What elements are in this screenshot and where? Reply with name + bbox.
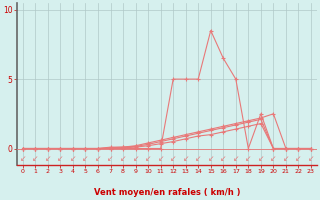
Text: ↙: ↙ bbox=[283, 154, 289, 163]
Text: ↙: ↙ bbox=[220, 154, 227, 163]
Text: ↙: ↙ bbox=[82, 154, 89, 163]
Text: ↙: ↙ bbox=[57, 154, 64, 163]
Text: ↙: ↙ bbox=[208, 154, 214, 163]
Text: ↙: ↙ bbox=[32, 154, 38, 163]
Text: ↙: ↙ bbox=[270, 154, 276, 163]
Text: ↙: ↙ bbox=[145, 154, 151, 163]
Text: ↙: ↙ bbox=[107, 154, 114, 163]
Text: ↙: ↙ bbox=[70, 154, 76, 163]
Text: ↙: ↙ bbox=[157, 154, 164, 163]
X-axis label: Vent moyen/en rafales ( km/h ): Vent moyen/en rafales ( km/h ) bbox=[94, 188, 240, 197]
Text: ↙: ↙ bbox=[132, 154, 139, 163]
Text: ↙: ↙ bbox=[45, 154, 51, 163]
Text: ↙: ↙ bbox=[195, 154, 201, 163]
Text: ↙: ↙ bbox=[182, 154, 189, 163]
Text: ↙: ↙ bbox=[95, 154, 101, 163]
Text: ↙: ↙ bbox=[258, 154, 264, 163]
Text: ↙: ↙ bbox=[120, 154, 126, 163]
Text: ↙: ↙ bbox=[308, 154, 314, 163]
Text: ↙: ↙ bbox=[233, 154, 239, 163]
Text: ↙: ↙ bbox=[170, 154, 176, 163]
Text: ↙: ↙ bbox=[295, 154, 302, 163]
Text: ↙: ↙ bbox=[20, 154, 26, 163]
Text: ↙: ↙ bbox=[245, 154, 252, 163]
